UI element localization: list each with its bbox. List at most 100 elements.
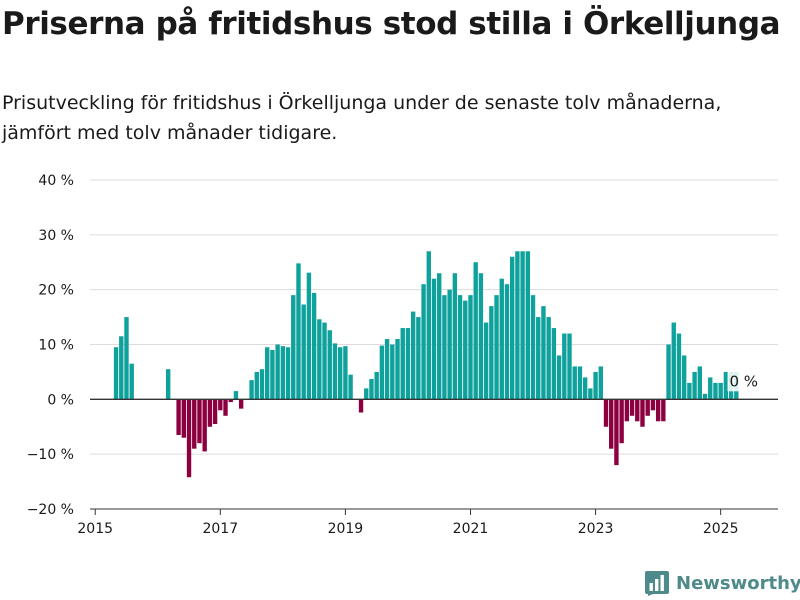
bar: [395, 339, 400, 400]
bar: [379, 345, 385, 400]
bar: [233, 391, 239, 400]
bar: [499, 278, 504, 400]
bar: [228, 399, 233, 403]
y-axis-labels: −20 % −10 % 0 % 10 % 20 % 30 % 40 %: [27, 173, 74, 518]
bar: [588, 388, 593, 400]
bar: [165, 369, 171, 400]
bar: [322, 322, 327, 400]
bar: [192, 399, 197, 449]
bar: [249, 380, 254, 400]
bar: [223, 399, 228, 416]
x-tick-label: 2019: [328, 521, 364, 537]
bar: [713, 382, 718, 400]
y-tick-label: −20 %: [27, 502, 74, 518]
bar: [515, 251, 520, 400]
bar: [186, 399, 192, 478]
bar: [348, 374, 353, 400]
bar: [400, 328, 405, 400]
bar: [593, 371, 598, 400]
x-tick-label: 2017: [202, 521, 238, 537]
bar: [640, 399, 645, 427]
bar: [697, 366, 703, 400]
bar: [280, 346, 286, 400]
bar: [582, 377, 588, 400]
bar: [301, 304, 306, 400]
bar: [718, 382, 723, 400]
bar: [463, 300, 468, 400]
bar: [489, 306, 494, 400]
bar: [405, 328, 411, 400]
bar: [447, 289, 452, 400]
bar: [176, 399, 181, 435]
bar: [410, 311, 416, 400]
bar: [457, 295, 463, 400]
x-axis-ticks: 2015 2017 2019 2021 2023 2025: [77, 509, 738, 537]
y-tick-label: 30 %: [38, 228, 74, 244]
bar: [197, 399, 202, 444]
bar: [666, 344, 671, 400]
bar: [270, 349, 275, 400]
y-tick-label: 0 %: [47, 392, 74, 408]
x-tick-label: 2025: [703, 521, 739, 537]
bar: [364, 388, 369, 400]
bar: [317, 319, 322, 400]
bar: [702, 393, 708, 400]
brand-name: Newsworthy: [676, 572, 800, 594]
bar: [259, 369, 265, 400]
latest-value-label: 0 %: [730, 372, 759, 390]
bar: [275, 344, 280, 400]
bar: [442, 295, 447, 400]
bar: [546, 317, 551, 400]
bar: [483, 322, 489, 400]
bar: [113, 347, 119, 400]
bar: [218, 399, 223, 411]
bar: [468, 295, 473, 400]
bar: [374, 371, 379, 400]
bar: [202, 399, 207, 452]
newsworthy-logo: Newsworthy: [644, 570, 800, 596]
bar: [676, 333, 682, 400]
bar: [572, 366, 577, 400]
bar: [525, 251, 531, 400]
bar: [562, 333, 567, 400]
bar: [265, 347, 270, 400]
bar: [614, 399, 619, 466]
bar: [692, 371, 697, 400]
bar: [723, 371, 729, 400]
bar: [520, 251, 525, 400]
chart-subtitle: Prisutveckling för fritidshus i Örkellju…: [2, 92, 722, 144]
bar: [598, 366, 603, 400]
y-tick-label: 10 %: [38, 338, 74, 354]
bar: [509, 256, 515, 400]
bar: [655, 399, 661, 422]
bar: [661, 399, 666, 422]
bar: [530, 295, 536, 400]
x-tick-label: 2015: [77, 521, 113, 537]
bar: [437, 273, 442, 400]
x-tick-label: 2021: [453, 521, 489, 537]
bar: [494, 295, 499, 400]
bar: [311, 292, 317, 400]
bar: [541, 306, 546, 400]
bar: [431, 278, 437, 400]
y-tick-label: −10 %: [27, 447, 74, 463]
y-tick-label: 40 %: [38, 173, 74, 189]
bar: [181, 399, 187, 438]
bar: [671, 322, 676, 400]
bar-chart-logo-icon: [645, 571, 669, 596]
bar: [254, 371, 259, 400]
bar: [296, 263, 301, 400]
bars: [113, 251, 739, 478]
bar: [635, 399, 640, 422]
annotation-background: [727, 371, 764, 392]
bar: [473, 262, 478, 400]
bar: [285, 347, 291, 400]
bar: [343, 346, 348, 400]
bar: [306, 272, 312, 400]
x-tick-label: 2023: [578, 521, 614, 537]
bar: [478, 273, 484, 400]
bar: [609, 399, 614, 449]
bar: [577, 366, 583, 400]
bar: [332, 343, 338, 400]
